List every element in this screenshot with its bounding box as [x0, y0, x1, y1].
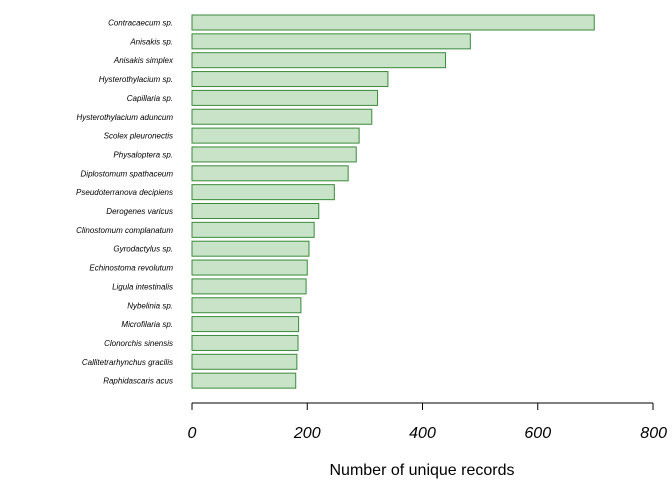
category-label-7: Physaloptera sp.	[113, 150, 173, 159]
category-label-11: Clinostomum complanatum	[76, 226, 173, 235]
bar-2	[191, 52, 447, 69]
category-label-3: Hysterothylacium sp.	[99, 75, 173, 84]
category-label-14: Ligula intestinalis	[112, 282, 173, 291]
x-tick-label-1: 200	[293, 425, 321, 442]
bar-6	[191, 127, 360, 144]
bar-19	[191, 372, 297, 389]
x-axis-title: Number of unique records	[330, 462, 515, 479]
category-label-17: Clonorchis sinensis	[104, 339, 173, 348]
bars-group	[191, 14, 595, 389]
category-label-2: Anisakis simplex	[113, 56, 174, 65]
category-label-15: Nybelinia sp.	[127, 301, 173, 310]
bar-13	[191, 259, 308, 276]
bar-5	[191, 108, 373, 125]
x-axis: 0 200 400 600 800	[188, 402, 667, 442]
category-label-1: Anisakis sp.	[129, 37, 173, 46]
bar-4	[191, 89, 379, 106]
bar-1	[191, 33, 471, 50]
bar-16	[191, 316, 300, 333]
x-tick-label-4: 800	[640, 425, 667, 442]
bar-11	[191, 221, 315, 238]
bar-8	[191, 165, 349, 182]
x-tick-label-3: 600	[524, 425, 551, 442]
bar-18	[191, 353, 298, 370]
bar-12	[191, 240, 310, 257]
category-label-18: Callitetrarhynchus gracilis	[82, 358, 173, 367]
category-label-19: Raphidascaris acus	[103, 377, 173, 386]
bar-15	[191, 297, 302, 314]
category-label-4: Capillaria sp.	[127, 94, 173, 103]
category-label-16: Microfilaria sp.	[121, 320, 173, 329]
category-label-9: Pseudoterranova decipiens	[76, 188, 173, 197]
category-label-0: Contracaecum sp.	[108, 19, 173, 28]
category-label-8: Diplostomum spathaceum	[81, 169, 174, 178]
bar-10	[191, 203, 320, 219]
category-label-6: Scolex pleuronectis	[104, 132, 173, 141]
bar-9	[191, 184, 335, 201]
category-label-12: Gyrodactylus sp.	[113, 245, 173, 254]
category-labels-group: Contracaecum sp. Anisakis sp. Anisakis sim…	[76, 19, 174, 386]
x-tick-label-2: 400	[409, 425, 436, 442]
bar-7	[191, 146, 357, 163]
bar-3	[191, 71, 389, 88]
category-label-5: Hysterothylacium aduncum	[77, 113, 174, 122]
bar-17	[191, 334, 299, 351]
x-tick-label-0: 0	[188, 425, 197, 442]
bar-0	[191, 14, 595, 31]
category-label-13: Echinostoma revolutum	[89, 264, 173, 273]
category-label-10: Derogenes varicus	[106, 207, 173, 216]
bar-14	[191, 278, 307, 295]
